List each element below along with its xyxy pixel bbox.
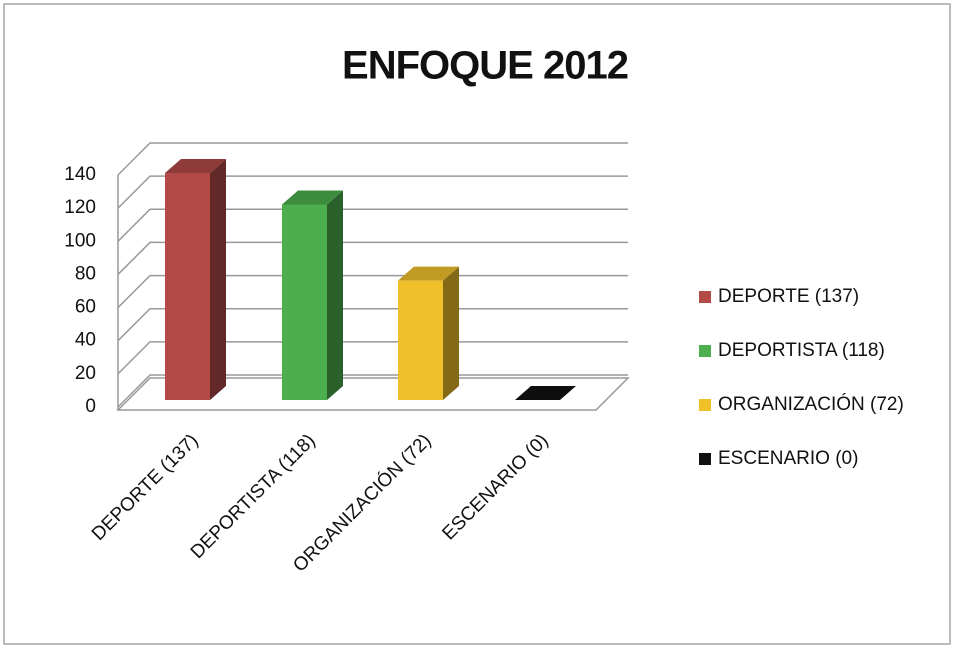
bar-face — [165, 158, 226, 173]
grid-line — [117, 142, 628, 176]
grid-line — [117, 175, 628, 209]
bar — [165, 158, 226, 400]
bar-face — [327, 190, 343, 400]
bar-face — [398, 266, 459, 281]
chart-title: ENFOQUE 2012 — [342, 44, 628, 88]
legend-swatch — [699, 345, 711, 357]
bar — [515, 386, 576, 400]
legend-label: DEPORTE (137) — [718, 286, 859, 307]
grid-line — [117, 241, 628, 275]
bar-face — [165, 172, 210, 400]
legend-swatch — [699, 291, 711, 303]
floor — [116, 377, 630, 411]
y-tick-label: 120 — [64, 197, 96, 218]
bar-face — [398, 280, 443, 400]
y-tick-label: 140 — [64, 164, 96, 185]
grid-line — [117, 374, 628, 408]
y-tick-label: 40 — [75, 330, 96, 351]
grid-line — [117, 341, 628, 375]
bar-face — [210, 158, 226, 400]
legend-label: ORGANIZACIÓN (72) — [718, 393, 904, 415]
legend-swatch — [699, 399, 711, 411]
y-tick-label: 100 — [64, 230, 96, 251]
grid-line — [117, 208, 628, 242]
y-tick-label: 20 — [75, 363, 96, 384]
grid-line — [117, 274, 628, 309]
bar-face — [515, 386, 576, 400]
bar-face — [443, 266, 459, 400]
y-tick-label: 60 — [75, 297, 96, 318]
grid-line — [117, 307, 628, 342]
bar — [398, 266, 459, 400]
chart-border — [3, 3, 951, 645]
legend-label: DEPORTISTA (118) — [718, 340, 885, 361]
legend-label: ESCENARIO (0) — [718, 448, 858, 469]
y-tick-label: 0 — [85, 396, 96, 417]
bar-face — [282, 204, 327, 400]
bar — [282, 190, 343, 400]
y-tick-label: 80 — [75, 263, 96, 284]
legend-swatch — [699, 453, 711, 465]
bar-face — [282, 190, 343, 205]
